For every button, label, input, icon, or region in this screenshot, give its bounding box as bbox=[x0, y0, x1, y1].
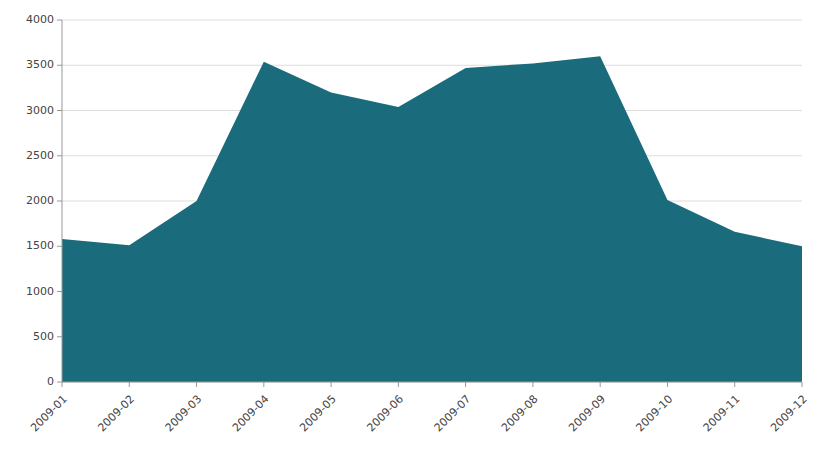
y-tick bbox=[57, 291, 62, 292]
x-tick-label: 2009-12 bbox=[768, 393, 810, 435]
x-tick bbox=[196, 382, 197, 387]
x-tick-label: 2009-07 bbox=[432, 393, 474, 435]
chart-svg: 0 500 1000 1500 2000 2500 3000 3500 4000 2009-01 2… bbox=[0, 0, 828, 466]
x-tick bbox=[600, 382, 601, 387]
y-tick-label: 0 bbox=[47, 375, 54, 388]
y-tick bbox=[57, 246, 62, 247]
x-axis-line bbox=[62, 382, 802, 383]
y-tick-label: 3000 bbox=[26, 104, 54, 117]
x-tick bbox=[667, 382, 668, 387]
x-tick bbox=[465, 382, 466, 387]
x-tick bbox=[802, 382, 803, 387]
y-tick-label: 1000 bbox=[26, 285, 54, 298]
y-tick-label: 1500 bbox=[26, 239, 54, 252]
y-tick-label: 2500 bbox=[26, 149, 54, 162]
x-tick-label: 2009-08 bbox=[499, 393, 541, 435]
x-tick bbox=[263, 382, 264, 387]
y-tick bbox=[57, 201, 62, 202]
area bbox=[62, 56, 802, 382]
y-tick-label: 2000 bbox=[26, 194, 54, 207]
x-tick-label: 2009-03 bbox=[163, 393, 205, 435]
x-tick-label: 2009-06 bbox=[364, 393, 406, 435]
grid-line bbox=[62, 382, 802, 383]
plot-area bbox=[62, 56, 802, 382]
y-tick bbox=[57, 20, 62, 21]
grid-line bbox=[62, 65, 802, 66]
x-tick bbox=[734, 382, 735, 387]
grid bbox=[62, 20, 802, 382]
y-tick bbox=[57, 336, 62, 337]
x-tick-label: 2009-01 bbox=[28, 393, 70, 435]
x-tick-label: 2009-04 bbox=[230, 393, 272, 435]
x-tick bbox=[62, 382, 63, 387]
x-tick bbox=[129, 382, 130, 387]
y-tick-label: 500 bbox=[33, 330, 54, 343]
y-tick bbox=[57, 65, 62, 66]
y-tick bbox=[57, 382, 62, 383]
x-tick-label: 2009-02 bbox=[95, 393, 137, 435]
y-tick-label: 4000 bbox=[26, 13, 54, 26]
x-tick bbox=[532, 382, 533, 387]
x-tick-label: 2009-05 bbox=[297, 393, 339, 435]
chart-container: 0 500 1000 1500 2000 2500 3000 3500 4000 2009-01 2… bbox=[0, 0, 828, 466]
x-tick-label: 2009-11 bbox=[701, 393, 743, 435]
x-tick bbox=[398, 382, 399, 387]
grid-line bbox=[62, 20, 802, 21]
axes: 0 500 1000 1500 2000 2500 3000 3500 4000 2009-01 2… bbox=[26, 13, 810, 434]
y-tick bbox=[57, 110, 62, 111]
x-tick-label: 2009-09 bbox=[566, 393, 608, 435]
x-tick-label: 2009-10 bbox=[634, 393, 676, 435]
x-tick bbox=[331, 382, 332, 387]
y-tick bbox=[57, 155, 62, 156]
y-tick-label: 3500 bbox=[26, 58, 54, 71]
